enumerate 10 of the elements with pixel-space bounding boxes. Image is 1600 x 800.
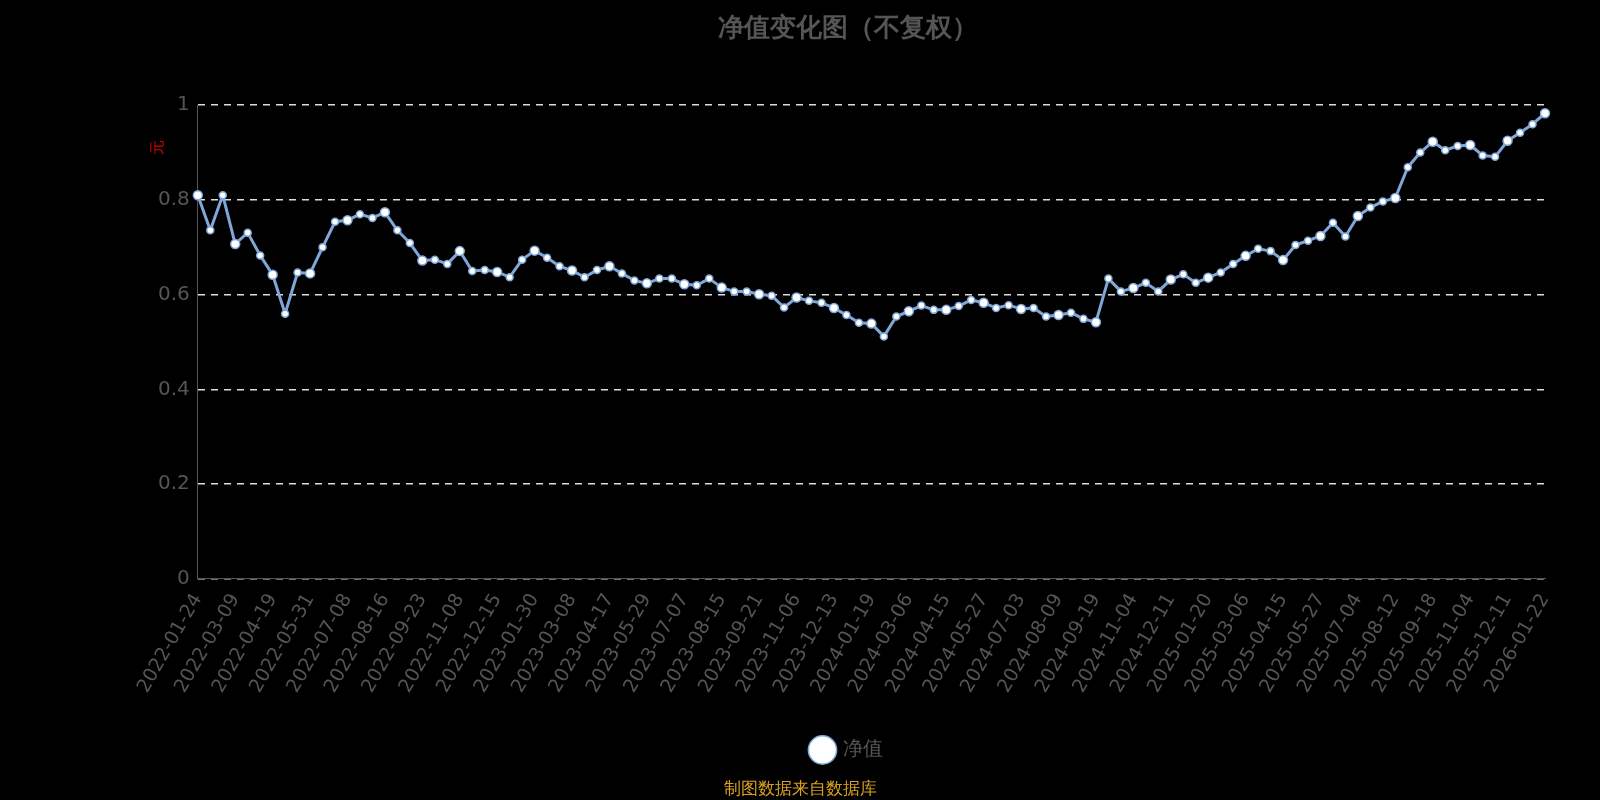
y-tick-label: 0.6 — [157, 280, 190, 305]
y-tick-label: 0.8 — [157, 186, 190, 211]
text: 制图数据来自数据库 — [723, 778, 877, 799]
legend-label: 净值 — [842, 736, 883, 761]
chart-title: 净值变化图（不复权） — [717, 12, 978, 43]
y-axis-title: 元 — [147, 139, 166, 155]
y-tick-label: 0.2 — [157, 470, 190, 495]
y-tick-label: 0 — [177, 565, 190, 590]
y-tick-label: 0.4 — [157, 375, 190, 400]
y-tick-label: 1 — [177, 91, 190, 116]
